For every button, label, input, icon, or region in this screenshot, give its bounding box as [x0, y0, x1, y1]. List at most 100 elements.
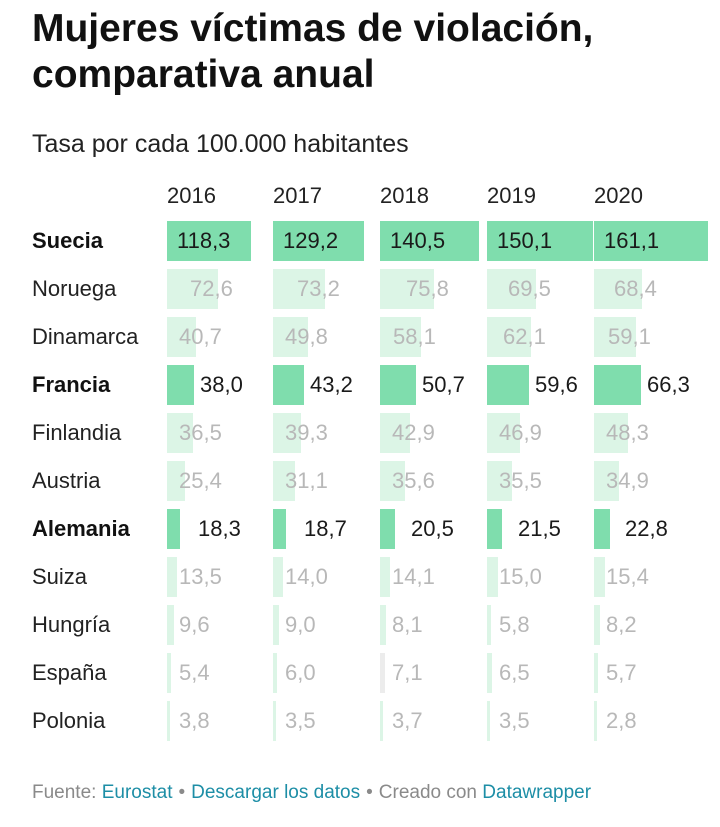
value-francia-2017: 43,2 — [310, 372, 353, 397]
cell-austria-2016: 25,4 — [167, 461, 287, 501]
bar-finlandia-2020 — [594, 413, 628, 453]
bar-austria-2016 — [167, 461, 185, 501]
cell-polonia-2018: 3,7 — [380, 701, 500, 741]
bar-dinamarca-2017 — [273, 317, 308, 357]
value-polonia-2018: 3,7 — [392, 708, 423, 733]
bar-polonia-2017 — [273, 701, 276, 741]
value-francia-2016: 38,0 — [200, 372, 243, 397]
cell-dinamarca-2018: 58,1 — [380, 317, 500, 357]
value-noruega-2020: 68,4 — [614, 276, 657, 301]
cell-espana-2019: 6,5 — [487, 653, 607, 693]
year-header-2019: 2019 — [487, 183, 536, 208]
bar-noruega-2017 — [273, 269, 325, 309]
bar-polonia-2018 — [380, 701, 383, 741]
cell-suecia-2017: 129,2 — [273, 221, 393, 261]
value-francia-2020: 66,3 — [647, 372, 690, 397]
cell-francia-2016: 38,0 — [167, 365, 287, 405]
cell-alemania-2017: 18,7 — [273, 509, 393, 549]
bar-suiza-2020 — [594, 557, 605, 597]
value-dinamarca-2018: 58,1 — [393, 324, 436, 349]
value-alemania-2020: 22,8 — [625, 516, 668, 541]
bar-noruega-2018 — [380, 269, 434, 309]
cell-noruega-2020: 68,4 — [594, 269, 714, 309]
cell-finlandia-2017: 39,3 — [273, 413, 393, 453]
cell-francia-2018: 50,7 — [380, 365, 500, 405]
row-label-noruega: Noruega — [32, 276, 117, 301]
cell-suiza-2017: 14,0 — [273, 557, 393, 597]
cell-noruega-2016: 72,6 — [167, 269, 287, 309]
cell-suiza-2019: 15,0 — [487, 557, 607, 597]
cell-noruega-2018: 75,8 — [380, 269, 500, 309]
cell-hungria-2016: 9,6 — [167, 605, 287, 645]
cell-finlandia-2016: 36,5 — [167, 413, 287, 453]
year-header-2018: 2018 — [380, 183, 429, 208]
value-alemania-2018: 20,5 — [411, 516, 454, 541]
cell-alemania-2019: 21,5 — [487, 509, 607, 549]
value-hungria-2017: 9,0 — [285, 612, 316, 637]
bar-austria-2020 — [594, 461, 619, 501]
bar-noruega-2016 — [167, 269, 218, 309]
bar-hungria-2019 — [487, 605, 491, 645]
value-suiza-2019: 15,0 — [499, 564, 542, 589]
bar-francia-2016 — [167, 365, 194, 405]
cell-suiza-2020: 15,4 — [594, 557, 714, 597]
bar-austria-2017 — [273, 461, 295, 501]
value-noruega-2018: 75,8 — [406, 276, 449, 301]
value-austria-2020: 34,9 — [606, 468, 649, 493]
bar-hungria-2016 — [167, 605, 174, 645]
cell-austria-2017: 31,1 — [273, 461, 393, 501]
value-alemania-2017: 18,7 — [304, 516, 347, 541]
bar-francia-2019 — [487, 365, 529, 405]
cell-polonia-2017: 3,5 — [273, 701, 393, 741]
cell-francia-2019: 59,6 — [487, 365, 607, 405]
bar-suecia-2018 — [380, 221, 479, 261]
value-dinamarca-2017: 49,8 — [285, 324, 328, 349]
bar-francia-2017 — [273, 365, 304, 405]
value-finlandia-2016: 36,5 — [179, 420, 222, 445]
bar-alemania-2019 — [487, 509, 502, 549]
value-austria-2019: 35,5 — [499, 468, 542, 493]
eurostat-link[interactable]: Eurostat — [101, 782, 173, 803]
cell-hungria-2020: 8,2 — [594, 605, 714, 645]
created-with-label: Creado con — [378, 782, 477, 803]
value-dinamarca-2019: 62,1 — [503, 324, 546, 349]
download-data-link[interactable]: Descargar los datos — [191, 782, 361, 803]
bar-alemania-2017 — [273, 509, 286, 549]
value-espana-2018: 7,1 — [392, 660, 423, 685]
bar-suiza-2018 — [380, 557, 390, 597]
bar-espana-2020 — [594, 653, 598, 693]
separator-dot: • — [178, 782, 186, 803]
bar-francia-2018 — [380, 365, 416, 405]
value-francia-2018: 50,7 — [422, 372, 465, 397]
value-polonia-2016: 3,8 — [179, 708, 210, 733]
value-espana-2016: 5,4 — [179, 660, 210, 685]
cell-austria-2018: 35,6 — [380, 461, 500, 501]
value-dinamarca-2020: 59,1 — [608, 324, 651, 349]
datawrapper-link[interactable]: Datawrapper — [482, 782, 592, 803]
row-label-francia: Francia — [32, 372, 111, 397]
cell-dinamarca-2020: 59,1 — [594, 317, 714, 357]
bar-suiza-2019 — [487, 557, 498, 597]
cell-suecia-2019: 150,1 — [487, 221, 607, 261]
bar-espana-2019 — [487, 653, 492, 693]
value-alemania-2019: 21,5 — [518, 516, 561, 541]
cell-francia-2020: 66,3 — [594, 365, 714, 405]
row-label-alemania: Alemania — [32, 516, 130, 541]
value-suiza-2018: 14,1 — [392, 564, 435, 589]
bar-hungria-2020 — [594, 605, 600, 645]
cell-finlandia-2019: 46,9 — [487, 413, 607, 453]
value-francia-2019: 59,6 — [535, 372, 578, 397]
value-espana-2017: 6,0 — [285, 660, 316, 685]
value-suiza-2016: 13,5 — [179, 564, 222, 589]
bar-hungria-2017 — [273, 605, 279, 645]
cell-polonia-2019: 3,5 — [487, 701, 607, 741]
cell-dinamarca-2019: 62,1 — [487, 317, 607, 357]
value-noruega-2016: 72,6 — [190, 276, 233, 301]
cell-francia-2017: 43,2 — [273, 365, 393, 405]
chart-subtitle: Tasa por cada 100.000 habitantes — [32, 130, 409, 158]
cell-espana-2018: 7,1 — [380, 653, 500, 693]
bar-francia-2020 — [594, 365, 641, 405]
value-finlandia-2018: 42,9 — [392, 420, 435, 445]
cell-espana-2016: 5,4 — [167, 653, 287, 693]
